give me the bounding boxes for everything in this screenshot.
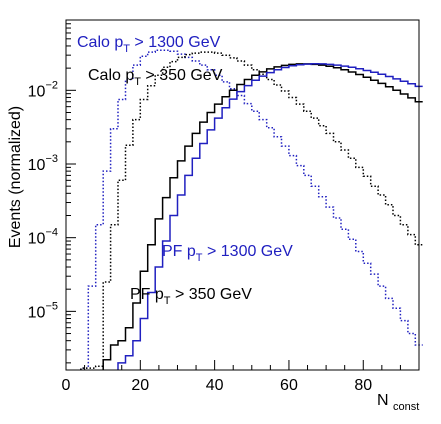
y-tick-label-base: 10 [28,304,46,321]
series-2-line [80,51,423,370]
annotations: Calo pT > 1300 GeV Calo pT > 350 GeV PF pT… [77,34,293,307]
plot-frame [65,19,420,371]
plot-background [66,20,419,370]
y-tick-label: 10−3 [28,153,58,174]
series-4-line [117,63,423,370]
series-layer [80,49,423,370]
series-3-line [102,63,423,370]
y-tick-label: 10−4 [28,227,58,248]
x-tick-label: 20 [131,377,149,394]
x-tick-label: 60 [280,377,298,394]
y-tick-label-exponent: −5 [45,300,58,312]
annotation-4: PF pT > 350 GeV [130,286,252,307]
x-axis-title-main: N [377,392,389,409]
x-axis-title: N const [377,392,419,413]
x-tick-label: 80 [354,377,372,394]
annotation-2: Calo pT > 350 GeV [88,67,223,88]
x-axis-title-sub: const [393,401,419,413]
y-tick-label-exponent: −3 [45,153,58,165]
y-tick-label-exponent: −2 [45,79,58,91]
y-tick-label: 10−5 [28,300,58,321]
x-tick-label: 0 [62,377,71,394]
y-tick-label-base: 10 [28,157,46,174]
x-tick-label: 40 [206,377,224,394]
y-axis-ticks: 10−510−410−310−2 [28,19,76,364]
y-tick-label-base: 10 [28,83,46,100]
annotation-1: Calo pT > 1300 GeV [77,34,221,55]
annotation-3: PF pT > 1300 GeV [162,243,293,264]
x-axis-ticks: 0 20 40 60 80 [62,360,420,394]
y-tick-label-base: 10 [28,231,46,248]
y-axis-title: Events (normalized) [7,106,24,248]
y-tick-label: 10−2 [28,79,58,100]
y-tick-label-exponent: −4 [45,227,58,239]
series-1-line [80,49,423,370]
